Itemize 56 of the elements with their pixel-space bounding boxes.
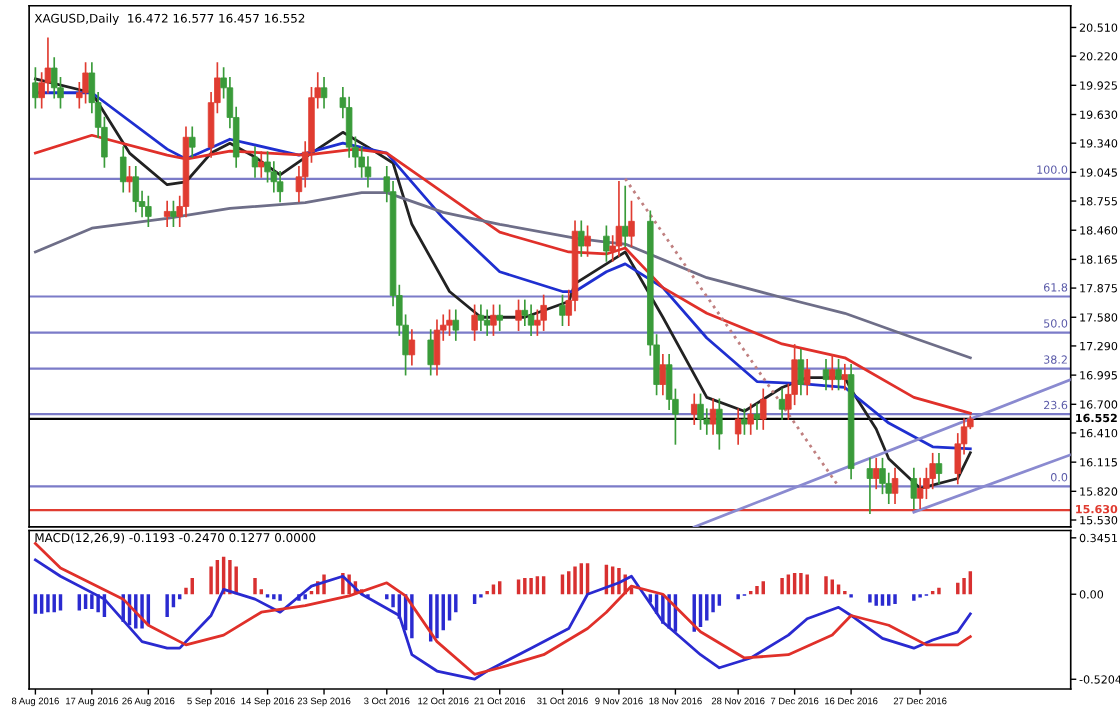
candlestick [189,126,196,158]
candlestick [841,363,849,391]
candlestick [559,294,566,327]
candlestick [258,151,265,178]
candlestick [797,349,805,396]
candlestick [163,200,171,228]
candlestick [628,200,635,247]
candlestick [803,358,811,396]
candlestick [872,457,880,490]
candlestick [126,166,133,193]
candlestick [753,403,761,430]
line-series [34,542,972,676]
candlestick [32,67,39,109]
candlestick [910,467,918,509]
candlestick [734,408,742,445]
candlestick [540,294,547,331]
candlestick [829,354,836,391]
candlestick [132,166,140,213]
candlestick [584,225,591,257]
candlestick [433,319,441,376]
candlestick [427,329,434,376]
candlestick [778,388,786,420]
candlestick [716,398,723,450]
candlestick [578,220,585,257]
candlestick [170,200,177,228]
candlestick [741,408,748,435]
candlestick [145,195,152,228]
candlestick [659,354,667,396]
candlestick [515,299,522,331]
candlestick [471,304,478,341]
candlestick [835,358,842,391]
candlestick [483,309,491,336]
candlestick [709,398,717,435]
candlestick [490,304,497,336]
candlestick [408,329,416,366]
candlestick [866,457,874,514]
candlestick [120,146,127,193]
candlestick [527,304,535,336]
candlestick [891,467,899,505]
candlestick [251,146,259,178]
candlestick [615,180,623,257]
candlestick [452,309,460,341]
candlestick [496,304,503,331]
candlestick [697,393,704,430]
candlestick [822,358,830,391]
candlestick [477,304,485,331]
candlestick [935,452,943,485]
candlestick [82,62,89,104]
candlestick [690,393,698,425]
candlestick [760,388,767,430]
candlestick [747,403,754,435]
candlestick [320,77,328,109]
candlestick [603,225,610,262]
candlestick [621,185,629,247]
line-series [34,558,972,681]
candlestick [446,309,453,336]
